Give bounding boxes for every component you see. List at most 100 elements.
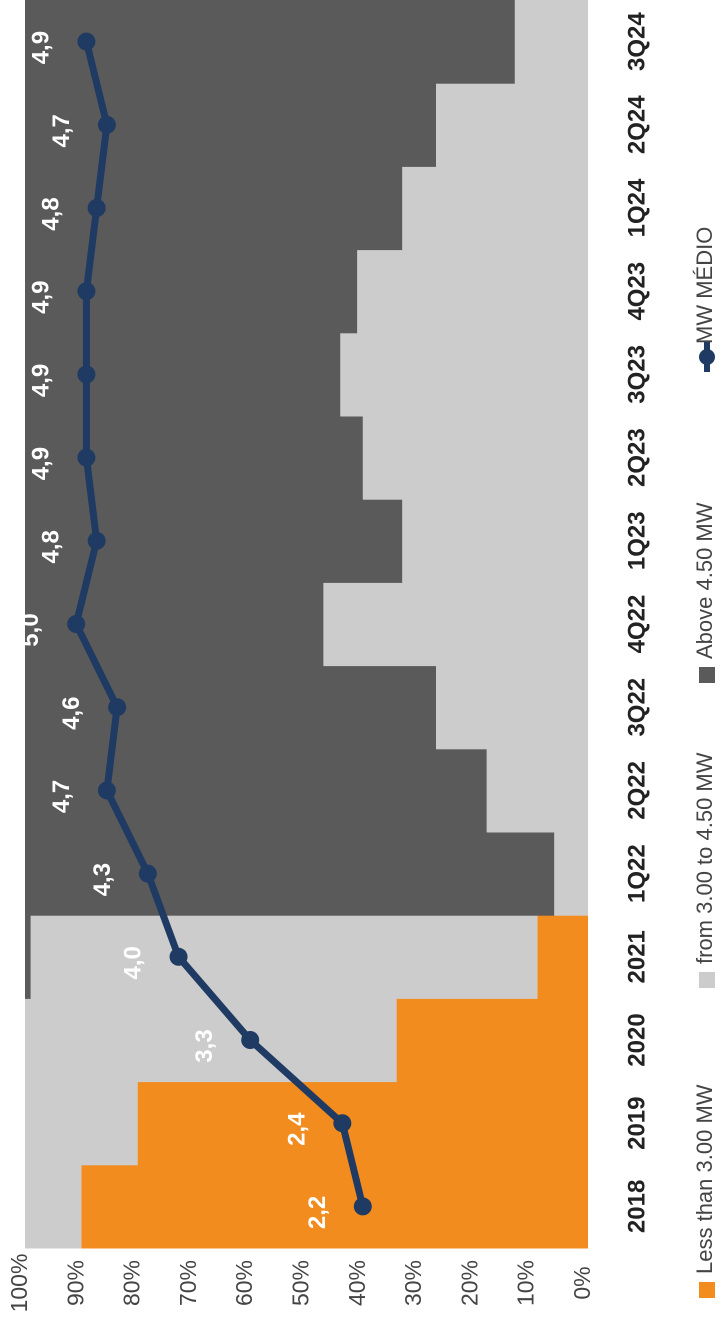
bar-1-2021 <box>537 915 588 999</box>
bar-3-1Q23 <box>25 499 403 583</box>
y-tick-5: 50% <box>288 1260 314 1306</box>
x-tick-2Q24: 2Q24 <box>623 95 650 154</box>
bar-2-4Q23 <box>357 249 588 334</box>
bar-2-1Q24 <box>402 166 588 251</box>
y-tick-3: 30% <box>400 1260 426 1306</box>
y-tick-7: 70% <box>175 1260 201 1306</box>
bar-2-2021 <box>30 915 538 999</box>
line-label-2020: 3,3 <box>191 1029 218 1062</box>
bar-1-2019 <box>137 1081 588 1166</box>
bar-2-2Q23 <box>362 416 588 500</box>
bar-3-2Q24 <box>25 83 436 167</box>
x-tick-2Q23: 2Q23 <box>623 428 650 487</box>
bar-2-2020 <box>25 998 397 1083</box>
line-label-4Q23: 4,9 <box>27 281 54 314</box>
line-label-2021: 4,0 <box>120 946 147 979</box>
x-tick-2021: 2021 <box>623 930 650 983</box>
bar-3-3Q24 <box>25 0 515 84</box>
x-tick-2019: 2019 <box>623 1097 650 1150</box>
y-tick-2: 20% <box>456 1260 482 1306</box>
bar-2-4Q22 <box>323 582 588 667</box>
line-label-3Q23: 4,9 <box>27 364 54 397</box>
x-axis-ticks: 2018 2019 2020 2021 1Q22 2Q22 3Q22 4Q22 1Q23 2Q23… <box>623 12 650 1233</box>
plot-area: 2,2 2,4 3,3 4,0 4,3 4,7 4,6 5,0 4,8 4,9 4,9 4,9 4,8 4… <box>6 0 717 1312</box>
bar-3-3Q23 <box>25 332 341 417</box>
line-label-2018: 2,2 <box>304 1196 331 1229</box>
line-label-2Q23: 4,9 <box>27 447 54 480</box>
y-tick-8: 80% <box>119 1260 145 1306</box>
line-point-3Q22 <box>108 698 127 717</box>
x-tick-3Q22: 3Q22 <box>623 678 650 737</box>
bar-2-3Q23 <box>340 332 588 417</box>
x-tick-3Q23: 3Q23 <box>623 345 650 404</box>
legend-swatch-2 <box>699 972 715 988</box>
line-label-2019: 2,4 <box>283 1112 310 1146</box>
legend-swatch-1 <box>699 1282 715 1298</box>
line-point-4Q22 <box>67 615 86 633</box>
x-tick-2020: 2020 <box>623 1013 650 1066</box>
bar-2-2018 <box>25 1164 82 1249</box>
line-label-1Q24: 4,8 <box>38 197 65 230</box>
line-label-4Q22: 5,0 <box>17 613 44 646</box>
bar-3-2Q22 <box>25 748 487 833</box>
legend-label-4: MW MÉDIO <box>692 227 717 344</box>
bar-2-3Q22 <box>435 665 588 750</box>
line-point-1Q22 <box>138 864 157 883</box>
legend-swatch-3 <box>699 667 715 683</box>
bar-3-4Q23 <box>25 249 358 334</box>
bar-3-1Q24 <box>25 166 403 251</box>
bar-2-2019 <box>25 1081 138 1166</box>
line-point-2018 <box>353 1197 372 1216</box>
y-tick-1: 10% <box>513 1260 539 1306</box>
line-data-labels: 2,2 2,4 3,3 4,0 4,3 4,7 4,6 5,0 4,8 4,9 4,9 4,9 4,8 4… <box>17 31 331 1229</box>
bar-1-2018 <box>81 1164 589 1249</box>
x-tick-2Q22: 2Q22 <box>623 761 650 820</box>
line-point-1Q24 <box>87 199 106 217</box>
bar-2-1Q22 <box>554 832 588 916</box>
line-label-3Q24: 4,9 <box>27 31 54 64</box>
y-tick-10: 100% <box>6 1254 32 1313</box>
y-tick-6: 60% <box>231 1260 257 1306</box>
legend: Less than 3.00 MW from 3.00 to 4.50 MW Abo… <box>692 227 717 1298</box>
bar-2-2Q22 <box>486 748 588 833</box>
legend-label-1: Less than 3.00 MW <box>692 1084 717 1274</box>
x-tick-1Q23: 1Q23 <box>623 511 650 570</box>
y-tick-0: 0% <box>569 1266 595 1299</box>
line-point-2020 <box>241 1031 260 1049</box>
x-tick-4Q22: 4Q22 <box>623 595 650 654</box>
line-label-2Q24: 4,7 <box>48 114 75 147</box>
bar-2-2Q24 <box>435 83 588 167</box>
bar-2-3Q24 <box>514 0 588 84</box>
bar-1-2020 <box>396 998 588 1083</box>
line-point-4Q23 <box>77 282 96 301</box>
line-point-3Q24 <box>77 32 96 51</box>
line-series <box>67 32 372 1216</box>
line-point-2Q24 <box>97 115 116 134</box>
bars <box>25 0 589 1249</box>
line-point-2Q22 <box>97 781 116 800</box>
line-label-2Q22: 4,7 <box>48 780 75 813</box>
line-label-3Q22: 4,6 <box>58 697 85 730</box>
bar-3-2021 <box>25 915 31 999</box>
line-label-1Q22: 4,3 <box>89 863 116 896</box>
line-point-3Q23 <box>77 365 96 384</box>
x-tick-2018: 2018 <box>623 1180 650 1233</box>
x-tick-1Q24: 1Q24 <box>623 178 650 237</box>
line-point-2Q23 <box>77 448 96 467</box>
bar-2-1Q23 <box>402 499 588 583</box>
y-tick-9: 90% <box>62 1260 88 1306</box>
legend-marker <box>699 349 715 365</box>
x-tick-3Q24: 3Q24 <box>623 12 650 71</box>
y-tick-4: 40% <box>344 1260 370 1306</box>
x-tick-1Q22: 1Q22 <box>623 844 650 903</box>
line-point-1Q23 <box>87 531 106 550</box>
line-label-1Q23: 4,8 <box>38 530 65 563</box>
legend-label-2: from 3.00 to 4.50 MW <box>692 752 717 964</box>
bar-3-1Q22 <box>25 832 555 916</box>
y-axis-ticks: 0% 10% 20% 30% 40% 50% 60% 70% 80% 90% 100% <box>6 1254 595 1313</box>
legend-label-3: Above 4.50 MW <box>692 502 717 659</box>
x-tick-4Q23: 4Q23 <box>623 262 650 321</box>
line-point-2021 <box>169 947 188 966</box>
